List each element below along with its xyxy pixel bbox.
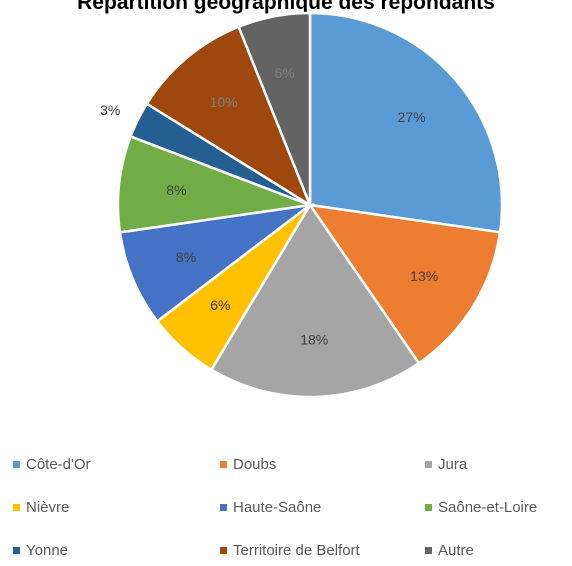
legend-swatch	[220, 504, 227, 511]
legend-swatch	[220, 547, 227, 554]
pie-slice-4	[118, 203, 315, 324]
legend-swatch	[425, 461, 432, 468]
legend-label: Nièvre	[26, 499, 70, 516]
legend-label: Territoire de Belfort	[233, 542, 360, 559]
legend-swatch	[13, 547, 20, 554]
pie-slice-label-4: 8%	[176, 249, 196, 265]
legend-item-2: Jura	[425, 456, 467, 473]
pie-slice-8	[237, 11, 312, 206]
legend-label: Doubs	[233, 456, 277, 473]
legend-swatch	[13, 461, 20, 468]
pie-slice-1	[307, 203, 502, 365]
legend-item-8: Autre	[425, 542, 474, 559]
legend-item-3: Nièvre	[13, 499, 69, 516]
pie-slice-label-5: 8%	[166, 182, 186, 198]
legend-swatch	[425, 547, 432, 554]
legend-item-5: Saône-et-Loire	[425, 499, 537, 516]
legend-label: Saône-et-Loire	[438, 499, 538, 516]
pie-slice-label-1: 13%	[410, 268, 438, 284]
pie-slice-label-0: 27%	[398, 109, 426, 125]
pie-slice-label-3: 6%	[210, 297, 230, 313]
pie-slice-label-6: 3%	[100, 102, 120, 118]
chart-title: Répartition géographique des répondants	[77, 0, 495, 14]
pie-slice-0	[308, 11, 504, 234]
legend-item-4: Haute-Saône	[220, 499, 321, 516]
legend-item-7: Territoire de Belfort	[220, 542, 360, 559]
legend-swatch	[220, 461, 227, 468]
legend-label: Autre	[438, 542, 474, 559]
pie-slice-label-8: 6%	[274, 65, 294, 81]
pie-slice-2	[209, 202, 421, 399]
legend-label: Haute-Saône	[233, 499, 322, 516]
pie-slice-label-7: 10%	[210, 94, 238, 110]
legend-label: Yonne	[26, 542, 68, 559]
legend-item-1: Doubs	[220, 456, 276, 473]
legend-item-0: Côte-d'Or	[13, 456, 91, 473]
legend-label: Côte-d'Or	[26, 456, 91, 473]
legend-item-6: Yonne	[13, 542, 68, 559]
legend-label: Jura	[438, 456, 468, 473]
pie-slice-label-2: 18%	[300, 331, 328, 347]
pie-slice-7	[145, 25, 313, 209]
pie-slice-5	[116, 134, 315, 234]
legend-swatch	[425, 504, 432, 511]
pie-chart: 27% 13% 18% 6% 8% 8% 3% 10% 6%	[100, 11, 504, 399]
legend-swatch	[13, 504, 20, 511]
